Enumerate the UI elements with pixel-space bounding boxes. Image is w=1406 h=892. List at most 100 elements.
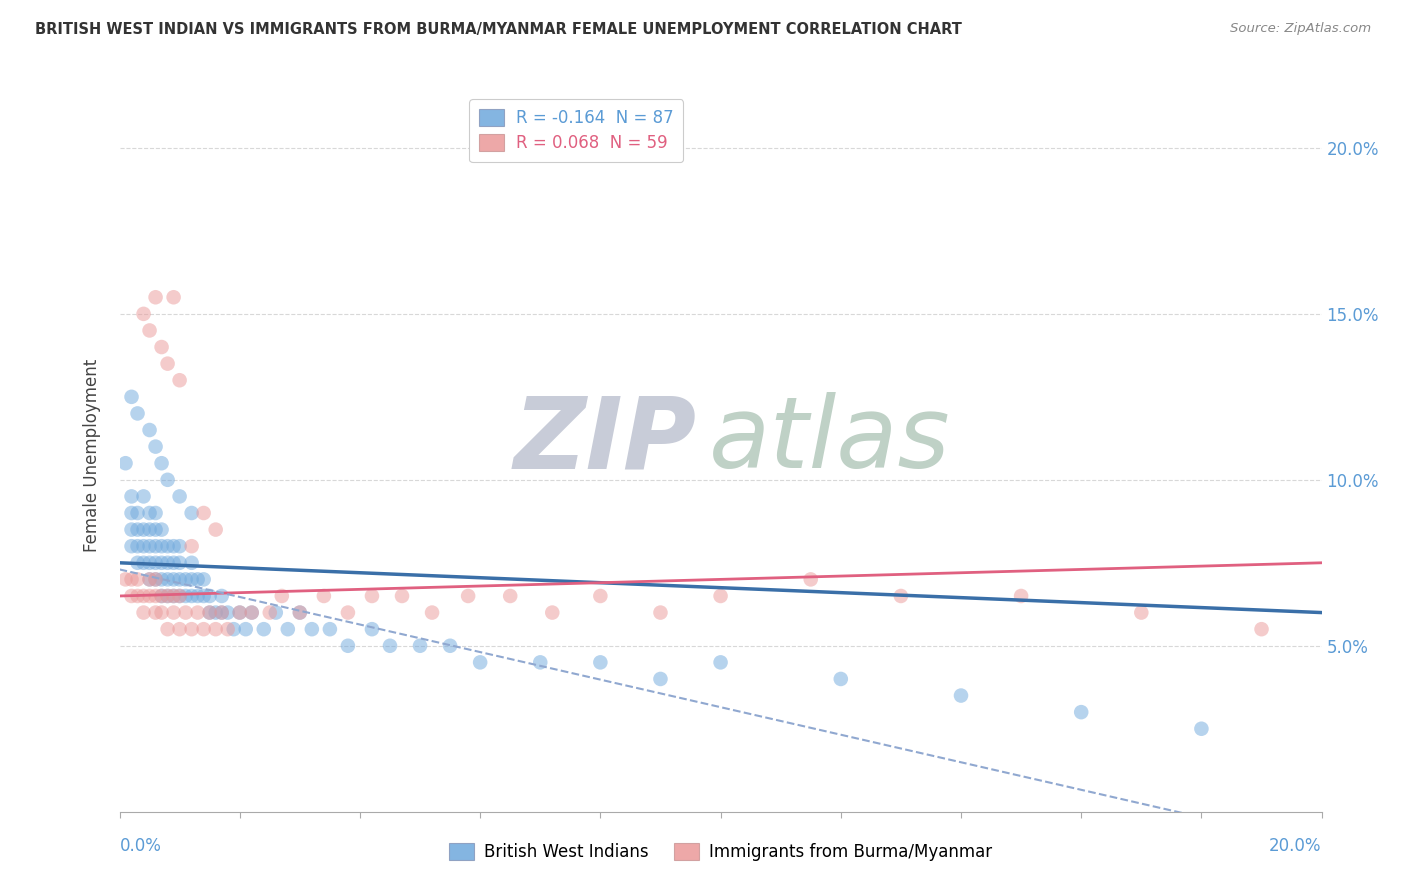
Point bbox=[114, 573, 136, 587]
Point bbox=[169, 556, 191, 570]
Point bbox=[336, 606, 359, 620]
Point bbox=[145, 556, 167, 570]
Point bbox=[145, 290, 167, 304]
Point bbox=[162, 539, 184, 553]
Point bbox=[145, 606, 167, 620]
Point bbox=[228, 606, 252, 620]
Point bbox=[193, 622, 215, 636]
Point bbox=[1130, 606, 1153, 620]
Point bbox=[198, 589, 221, 603]
Point bbox=[121, 390, 143, 404]
Text: 20.0%: 20.0% bbox=[1270, 837, 1322, 855]
Point bbox=[169, 622, 191, 636]
Point bbox=[150, 340, 173, 354]
Point bbox=[217, 622, 239, 636]
Point bbox=[145, 573, 167, 587]
Point bbox=[800, 573, 823, 587]
Point bbox=[541, 606, 564, 620]
Point bbox=[156, 622, 179, 636]
Point bbox=[162, 589, 184, 603]
Point bbox=[132, 539, 155, 553]
Point bbox=[156, 573, 179, 587]
Point bbox=[198, 606, 221, 620]
Point bbox=[235, 622, 257, 636]
Point bbox=[138, 573, 160, 587]
Point bbox=[228, 606, 252, 620]
Text: atlas: atlas bbox=[709, 392, 950, 489]
Point bbox=[150, 523, 173, 537]
Point bbox=[336, 639, 359, 653]
Point bbox=[127, 589, 149, 603]
Point bbox=[211, 589, 233, 603]
Point bbox=[150, 556, 173, 570]
Point bbox=[589, 589, 612, 603]
Point bbox=[217, 606, 239, 620]
Point bbox=[121, 589, 143, 603]
Point bbox=[1070, 705, 1092, 719]
Point bbox=[301, 622, 323, 636]
Point bbox=[132, 606, 155, 620]
Point bbox=[127, 523, 149, 537]
Point bbox=[138, 539, 160, 553]
Point bbox=[890, 589, 912, 603]
Point bbox=[156, 539, 179, 553]
Point bbox=[529, 656, 551, 670]
Point bbox=[253, 622, 276, 636]
Point bbox=[162, 573, 184, 587]
Point bbox=[187, 589, 209, 603]
Point bbox=[114, 456, 136, 470]
Point bbox=[222, 622, 245, 636]
Point bbox=[180, 573, 202, 587]
Point bbox=[138, 506, 160, 520]
Point bbox=[1250, 622, 1272, 636]
Point bbox=[264, 606, 287, 620]
Point bbox=[259, 606, 281, 620]
Point bbox=[169, 589, 191, 603]
Point bbox=[319, 622, 342, 636]
Point bbox=[650, 606, 672, 620]
Point bbox=[270, 589, 292, 603]
Point bbox=[132, 307, 155, 321]
Point bbox=[457, 589, 479, 603]
Point bbox=[121, 506, 143, 520]
Point bbox=[198, 606, 221, 620]
Point bbox=[121, 539, 143, 553]
Point bbox=[138, 573, 160, 587]
Point bbox=[156, 357, 179, 371]
Point bbox=[150, 456, 173, 470]
Point bbox=[127, 539, 149, 553]
Point bbox=[127, 406, 149, 420]
Point bbox=[204, 606, 226, 620]
Point bbox=[650, 672, 672, 686]
Point bbox=[156, 589, 179, 603]
Point bbox=[138, 523, 160, 537]
Point bbox=[169, 490, 191, 504]
Y-axis label: Female Unemployment: Female Unemployment bbox=[83, 359, 101, 551]
Point bbox=[174, 606, 197, 620]
Point bbox=[180, 539, 202, 553]
Point bbox=[162, 290, 184, 304]
Point bbox=[277, 622, 299, 636]
Point bbox=[127, 506, 149, 520]
Text: ZIP: ZIP bbox=[513, 392, 696, 489]
Point bbox=[193, 589, 215, 603]
Point bbox=[156, 473, 179, 487]
Point bbox=[121, 490, 143, 504]
Point bbox=[169, 573, 191, 587]
Point bbox=[156, 589, 179, 603]
Point bbox=[138, 556, 160, 570]
Point bbox=[150, 573, 173, 587]
Point bbox=[187, 606, 209, 620]
Point bbox=[1189, 722, 1212, 736]
Point bbox=[132, 556, 155, 570]
Point bbox=[150, 539, 173, 553]
Point bbox=[121, 573, 143, 587]
Text: Source: ZipAtlas.com: Source: ZipAtlas.com bbox=[1230, 22, 1371, 36]
Point bbox=[145, 573, 167, 587]
Text: 0.0%: 0.0% bbox=[120, 837, 162, 855]
Point bbox=[211, 606, 233, 620]
Point bbox=[138, 589, 160, 603]
Point bbox=[409, 639, 432, 653]
Point bbox=[240, 606, 263, 620]
Point bbox=[187, 573, 209, 587]
